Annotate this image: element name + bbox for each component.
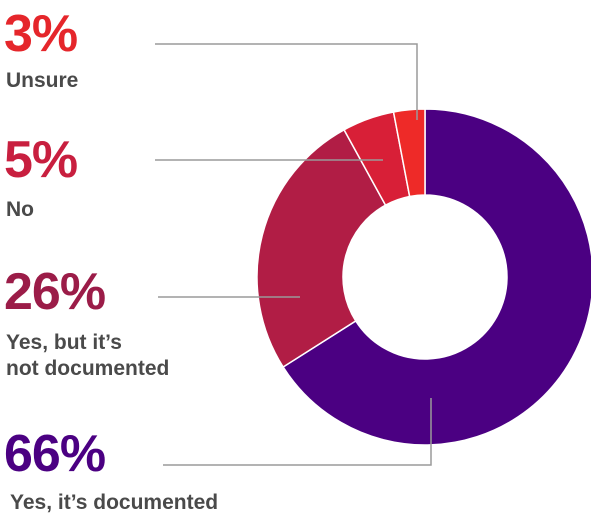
unsure-label: Unsure <box>6 69 79 92</box>
yes-undocumented-label-line2: not documented <box>6 357 170 380</box>
yes-undocumented-label-line1: Yes, but it’s <box>6 331 122 354</box>
leader-unsure <box>155 43 418 120</box>
no-percent: 5% <box>4 131 78 189</box>
leader-yes-documented <box>163 398 432 466</box>
yes-documented-label: Yes, it’s documented <box>10 491 219 514</box>
unsure-percent: 3% <box>4 5 78 63</box>
slice-yes-but-it-s-not-documented <box>256 128 387 369</box>
yes-documented-percent: 66% <box>4 425 106 483</box>
slice-unsure <box>392 108 426 198</box>
leader-lines <box>155 43 432 466</box>
donut-slices <box>256 108 591 446</box>
yes-undocumented-percent: 26% <box>4 263 106 321</box>
slice-yes-it-s-documented <box>282 108 591 446</box>
no-label: No <box>6 198 34 221</box>
